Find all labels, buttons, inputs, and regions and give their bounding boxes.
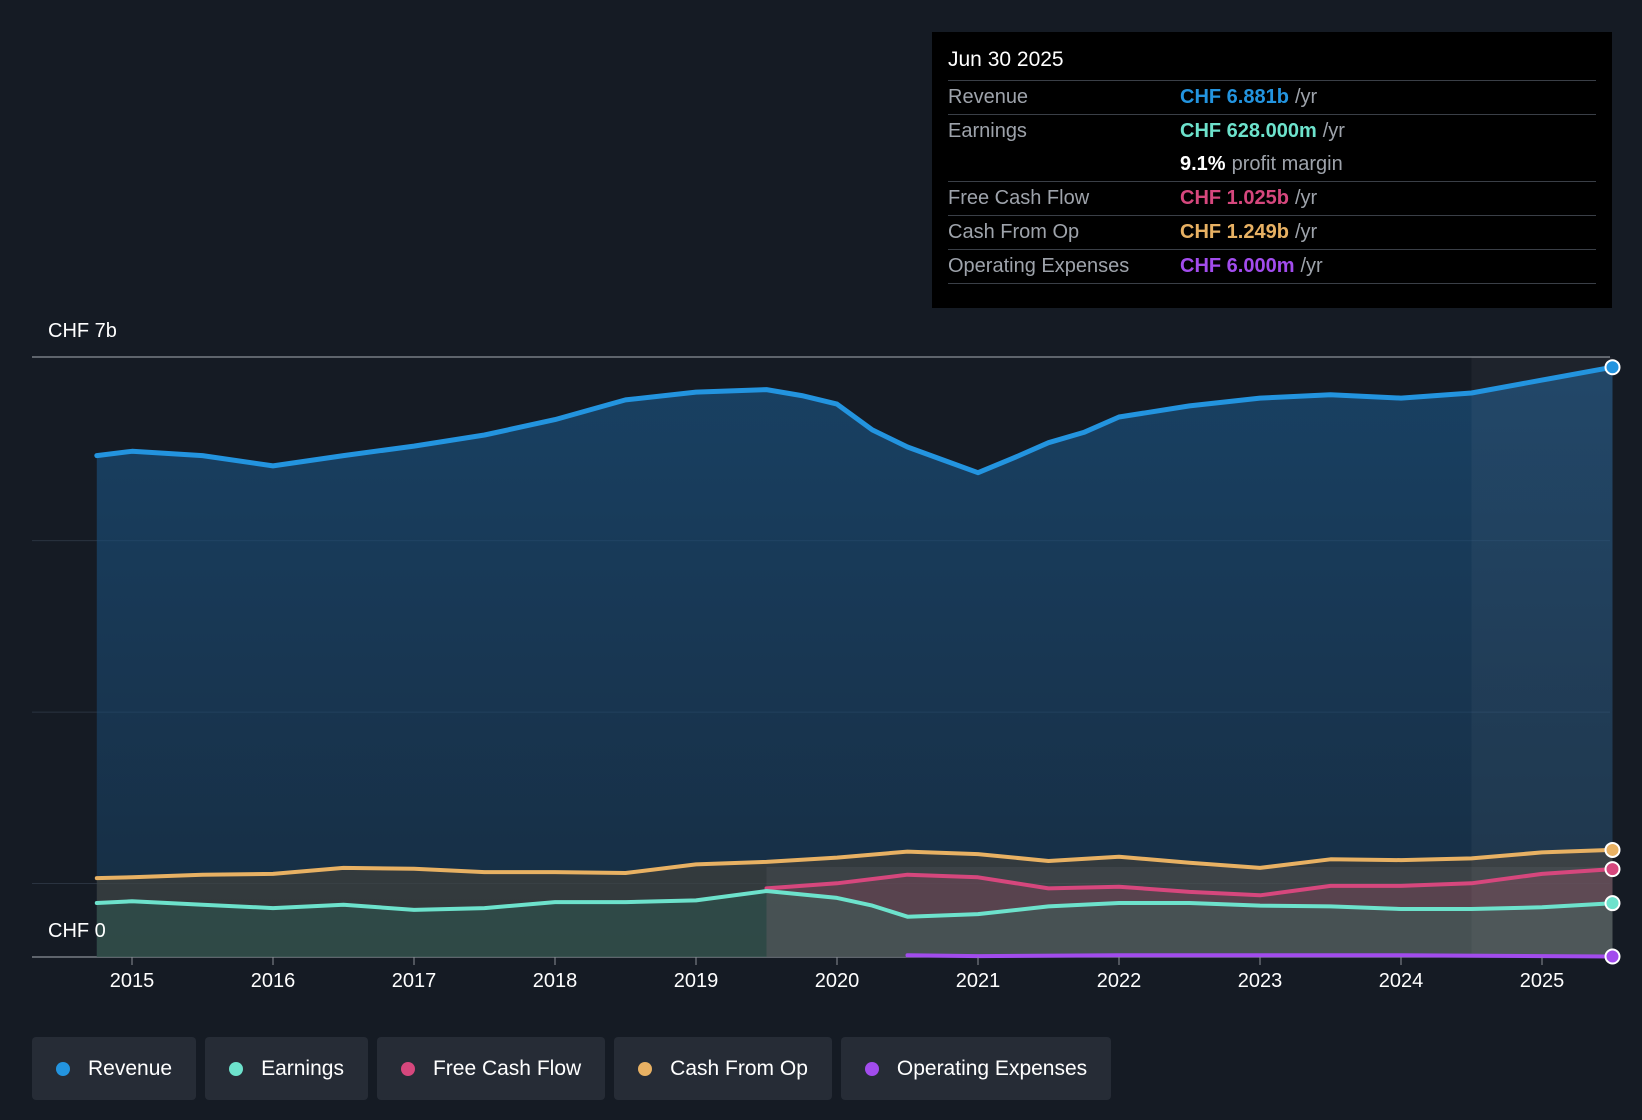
x-tick-label: 2019: [673, 970, 719, 992]
operating-expenses-line: [905, 953, 1615, 959]
legend-item-earnings[interactable]: Earnings: [205, 1037, 368, 1100]
tooltip-earnings-label: Earnings: [948, 120, 1027, 142]
cfo-dot-icon: [638, 1061, 653, 1076]
tooltip-margin-label: profit margin: [1231, 153, 1343, 175]
tooltip-row-earnings: Earnings CHF 628.000m /yr: [948, 115, 1596, 148]
tooltip-fcf-unit: /yr: [1294, 187, 1318, 209]
data-tooltip: Jun 30 2025 Revenue CHF 6.881b /yr Earni…: [932, 32, 1612, 308]
earnings-line: [94, 889, 1615, 919]
x-tick-label: 2015: [109, 970, 155, 992]
y-axis-top-label: CHF 7b: [48, 320, 117, 342]
legend-cfo-label: Cash From Op: [670, 1056, 808, 1080]
x-tick-label: 2017: [391, 970, 437, 992]
cfo-endpoint-marker: [1604, 841, 1621, 858]
revenue-endpoint-marker: [1604, 359, 1621, 376]
revenue-line: [94, 364, 1615, 476]
tooltip-opex-unit: /yr: [1300, 255, 1323, 277]
legend-item-revenue[interactable]: Revenue: [32, 1037, 197, 1100]
tooltip-cfo-label: Cash From Op: [948, 221, 1080, 243]
tooltip-revenue-value: CHF 6.881b: [1180, 86, 1289, 108]
tooltip-cfo-unit: /yr: [1294, 221, 1318, 243]
tooltip-cfo-value: CHF 1.249b: [1180, 221, 1289, 243]
tooltip-row-margin: 9.1% profit margin: [948, 148, 1596, 182]
tooltip-earnings-unit: /yr: [1322, 120, 1345, 142]
y-axis-bottom-label: CHF 0: [48, 920, 106, 942]
free-cash-flow-line: [764, 867, 1615, 898]
tooltip-row-opex: Operating Expenses CHF 6.000m /yr: [948, 250, 1596, 284]
cash-from-op-line: [94, 847, 1615, 881]
tooltip-margin-value: 9.1%: [1180, 153, 1226, 175]
tooltip-row-fcf: Free Cash Flow CHF 1.025b /yr: [948, 182, 1596, 216]
legend-fcf-label: Free Cash Flow: [432, 1056, 582, 1080]
tooltip-fcf-value: CHF 1.025b: [1180, 187, 1289, 209]
tooltip-revenue-label: Revenue: [948, 86, 1029, 108]
legend-opex-label: Operating Expenses: [896, 1056, 1088, 1080]
legend-earnings-label: Earnings: [261, 1056, 344, 1080]
tooltip-row-revenue: Revenue CHF 6.881b /yr: [948, 81, 1596, 115]
revenue-area: [96, 367, 1613, 957]
x-tick-label: 2023: [1237, 970, 1283, 992]
tooltip-opex-label: Operating Expenses: [948, 255, 1130, 277]
x-tick-label: 2021: [955, 970, 1001, 992]
x-tick-label: 2024: [1378, 970, 1424, 992]
revenue-dot-icon: [56, 1061, 70, 1076]
x-tick-label: 2022: [1096, 970, 1142, 992]
chart-legend: Revenue Earnings Free Cash Flow Cash Fro…: [32, 1037, 1112, 1100]
legend-item-cfo[interactable]: Cash From Op: [614, 1037, 832, 1100]
tooltip-opex-value: CHF 6.000m: [1180, 255, 1295, 277]
forecast-region: [1471, 357, 1613, 957]
x-tick-label: 2018: [532, 970, 578, 992]
x-tick-label: 2016: [250, 970, 296, 992]
earnings-endpoint-marker: [1604, 895, 1621, 912]
x-tick-label: 2025: [1519, 970, 1565, 992]
x-tick-label: 2020: [814, 970, 860, 992]
legend-revenue-label: Revenue: [88, 1056, 173, 1080]
opex-dot-icon: [864, 1061, 879, 1076]
opex-endpoint-marker: [1604, 948, 1621, 965]
tooltip-revenue-unit: /yr: [1294, 86, 1318, 108]
tooltip-earnings-value: CHF 628.000m: [1180, 120, 1317, 142]
legend-item-fcf[interactable]: Free Cash Flow: [376, 1037, 606, 1100]
earnings-dot-icon: [229, 1061, 244, 1076]
tooltip-fcf-label: Free Cash Flow: [948, 187, 1090, 209]
earnings-area: [96, 891, 1613, 957]
fcf-dot-icon: [400, 1061, 415, 1076]
tooltip-row-cfo: Cash From Op CHF 1.249b /yr: [948, 216, 1596, 250]
legend-item-opex[interactable]: Operating Expenses: [840, 1037, 1112, 1100]
fcf-endpoint-marker: [1604, 861, 1621, 878]
tooltip-date: Jun 30 2025: [948, 48, 1596, 81]
